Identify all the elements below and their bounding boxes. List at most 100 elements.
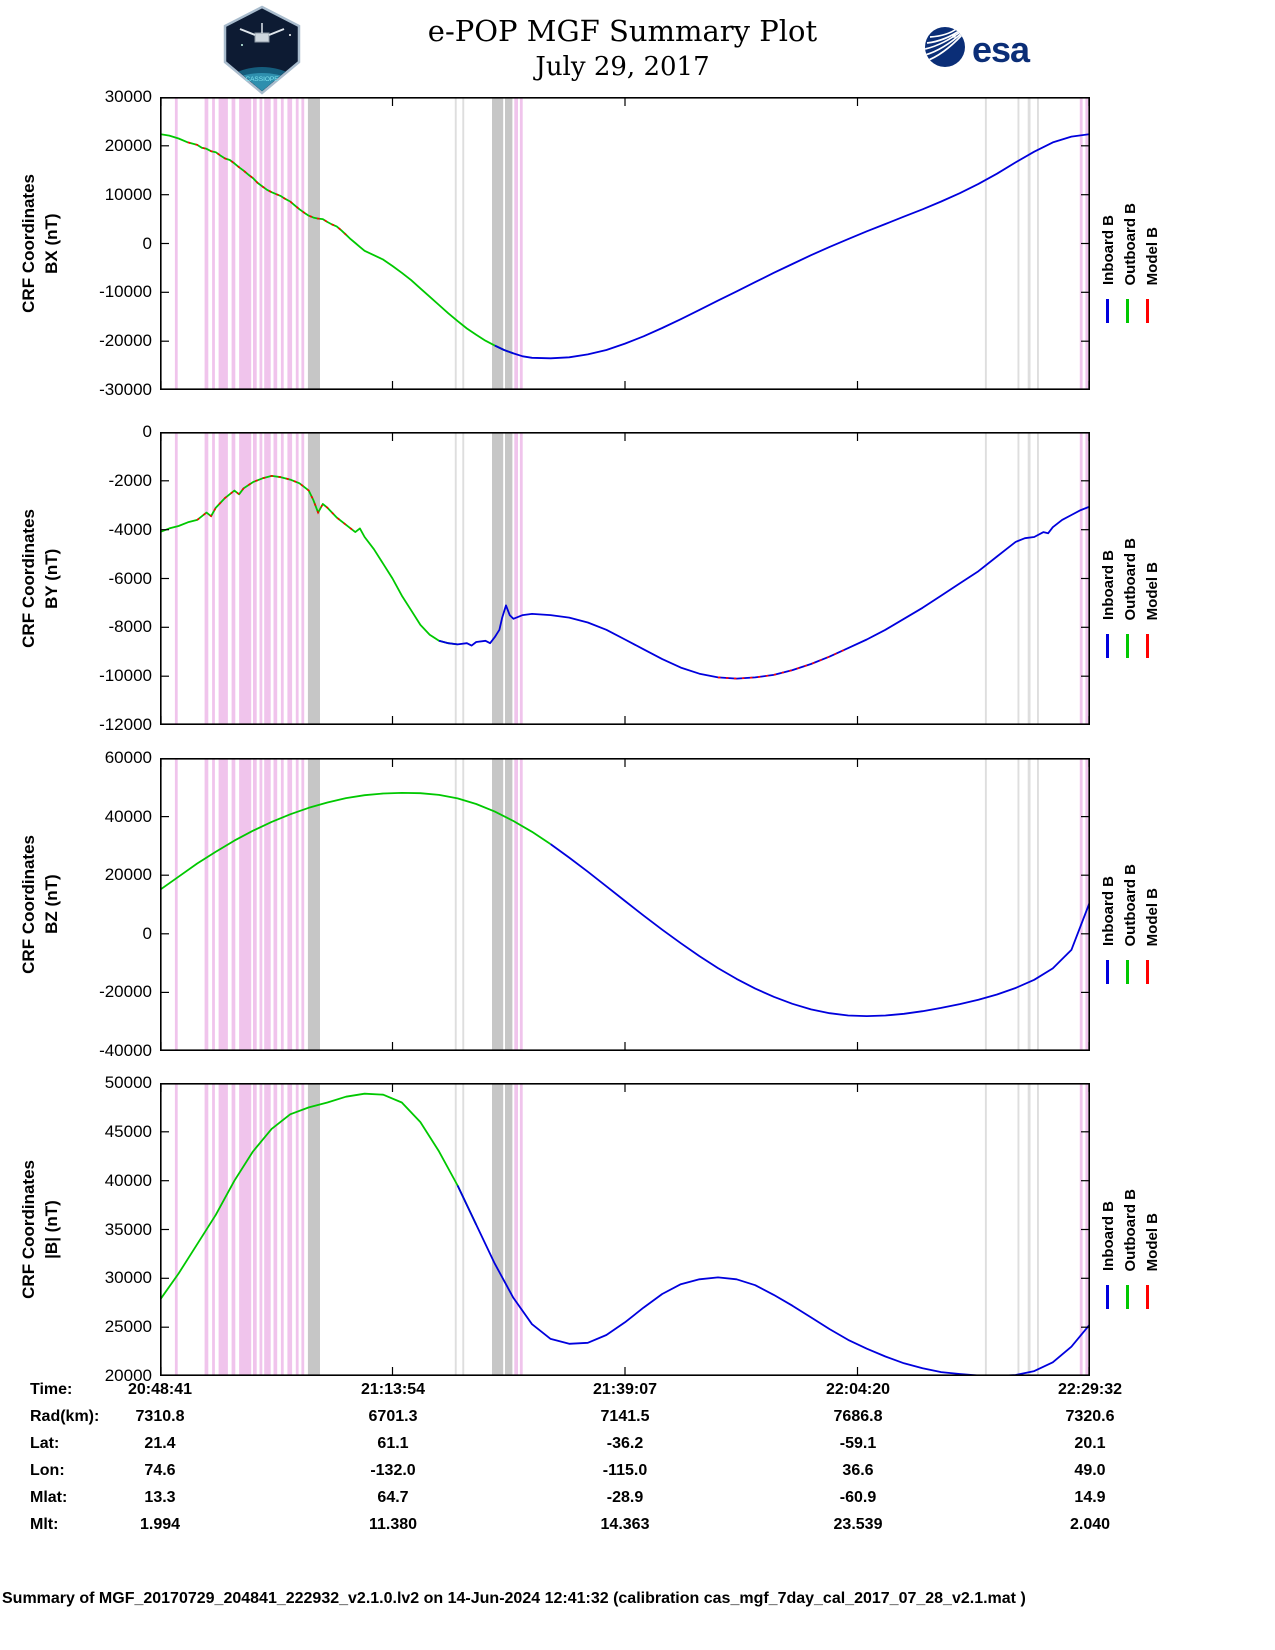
y-tick-label: 10000 — [104, 184, 152, 204]
y-tick-label: 40000 — [104, 806, 152, 826]
legend-model-label: Model B — [1144, 1212, 1161, 1271]
y-tick-label: -30000 — [99, 380, 152, 399]
table-row: Mlat: 13.3 64.7 -28.9 -60.9 14.9 — [0, 1489, 1275, 1516]
y-tick-labels-bx: 30000 20000 10000 0 -10000 -20000 -30000 — [40, 87, 152, 399]
table-value: 7686.8 — [833, 1408, 883, 1425]
y-tick-label: 60000 — [104, 748, 152, 767]
table-value: 22:04:20 — [825, 1381, 891, 1398]
panel-bmag: CRF Coordinates |B| (nT) 50000 45000 40000 3… — [0, 1073, 1275, 1385]
ephemeris-table: Time: 20:48:41 21:13:54 21:39:07 22:04:20 22:… — [0, 1381, 1275, 1543]
chart-subtitle: July 29, 2017 — [535, 52, 710, 82]
plot-area-bz — [160, 758, 1090, 1051]
table-value: 74.6 — [144, 1462, 176, 1479]
satellite-icon — [239, 23, 285, 43]
legend-model-label: Model B — [1144, 887, 1161, 946]
legend-outboard-mark — [1126, 1285, 1129, 1309]
plot-area-by — [160, 432, 1090, 725]
table-value: 20:48:41 — [127, 1381, 193, 1398]
y-tick-label: 45000 — [104, 1121, 152, 1141]
legend-model-mark — [1146, 1285, 1149, 1309]
table-value: -132.0 — [370, 1462, 416, 1479]
table-value: 14.9 — [1074, 1489, 1106, 1506]
mission-logo-text: CASSIOPE — [245, 76, 279, 83]
table-row-label: Mlt: — [30, 1516, 59, 1533]
table-value: 11.380 — [368, 1516, 418, 1533]
y-tick-labels-bz: 60000 40000 20000 0 -20000 -40000 — [40, 748, 152, 1060]
legend-outboard-mark — [1126, 634, 1129, 658]
legend-outboard-label: Outboard B — [1122, 1188, 1139, 1272]
legend-inboard-label: Inboard B — [1100, 1201, 1117, 1271]
table-value: -36.2 — [606, 1435, 644, 1452]
table-row: Lon: 74.6 -132.0 -115.0 36.6 49.0 — [0, 1462, 1275, 1489]
table-value: -115.0 — [602, 1462, 648, 1479]
panel-bx: CRF Coordinates BX (nT) 30000 20000 10000 0-… — [0, 87, 1275, 399]
table-value: 20.1 — [1074, 1435, 1106, 1452]
table-value: -60.9 — [839, 1489, 877, 1506]
table-row: Rad(km): 7310.8 6701.3 7141.5 7686.8 7320.6 — [0, 1408, 1275, 1435]
y-tick-label: 35000 — [104, 1219, 152, 1239]
table-value: -28.9 — [606, 1489, 644, 1506]
table-value: 49.0 — [1074, 1462, 1106, 1479]
y-tick-label: 20000 — [104, 135, 152, 155]
y-tick-label: -10000 — [99, 666, 152, 686]
legend-inboard-mark — [1106, 1285, 1109, 1309]
legend-outboard-mark — [1126, 960, 1129, 984]
table-value: 23.539 — [833, 1516, 883, 1533]
summary-footer: Summary of MGF_20170729_204841_222932_v2… — [2, 1590, 1026, 1607]
table-value: 64.7 — [377, 1489, 409, 1506]
table-row-label: Rad(km): — [30, 1408, 100, 1425]
y-tick-label: -2000 — [108, 470, 152, 490]
table-row-label: Mlat: — [30, 1489, 68, 1506]
esa-logo-text: esa — [972, 29, 1031, 70]
table-value: 1.994 — [139, 1516, 181, 1533]
legend-model-mark — [1146, 960, 1149, 984]
y-tick-label: -20000 — [99, 331, 152, 351]
table-value: 7320.6 — [1065, 1408, 1115, 1425]
legend-inboard-label: Inboard B — [1100, 876, 1117, 946]
table-row-label: Lat: — [30, 1435, 60, 1452]
y-tick-label: 20000 — [104, 865, 152, 885]
y-tick-label: 50000 — [104, 1073, 152, 1092]
table-value: 21:13:54 — [360, 1381, 426, 1398]
legend-model-mark — [1146, 634, 1149, 658]
legend-model-label: Model B — [1144, 226, 1161, 285]
table-row: Time: 20:48:41 21:13:54 21:39:07 22:04:20 22:… — [0, 1381, 1275, 1408]
y-tick-label: -12000 — [99, 715, 152, 734]
panel-bz: CRF Coordinates BZ (nT) 60000 40000 20000 0-… — [0, 748, 1275, 1060]
y-tick-label: -20000 — [99, 982, 152, 1002]
y-tick-label: -40000 — [99, 1041, 152, 1060]
legend-bmag: Inboard B Outboard B Model B — [1100, 1083, 1174, 1376]
legend-model-label: Model B — [1144, 561, 1161, 620]
legend-bz: Inboard B Outboard B Model B — [1100, 758, 1174, 1051]
y-tick-labels-by: 0 -2000 -4000 -6000 -8000 -10000 -12000 — [40, 422, 152, 734]
table-value: 21:39:07 — [592, 1381, 658, 1398]
panel-by: CRF Coordinates BY (nT) 0 -2000 -4000 -6000-… — [0, 422, 1275, 734]
y-tick-labels-bmag: 50000 45000 40000 35000 30000 25000 20000 — [40, 1073, 152, 1385]
table-value: 13.3 — [144, 1489, 176, 1506]
chart-title: e-POP MGF Summary Plot — [427, 14, 818, 48]
legend-inboard-label: Inboard B — [1100, 550, 1117, 620]
table-row-label: Time: — [30, 1381, 73, 1398]
y-tick-label: 0 — [142, 923, 152, 943]
legend-by: Inboard B Outboard B Model B — [1100, 432, 1174, 725]
legend-inboard-label: Inboard B — [1100, 215, 1117, 285]
legend-outboard-mark — [1126, 299, 1129, 323]
y-tick-label: -6000 — [108, 568, 152, 588]
y-tick-label: -4000 — [108, 519, 152, 539]
table-value: 7141.5 — [600, 1408, 650, 1425]
y-tick-label: 0 — [142, 233, 152, 253]
y-tick-label: -8000 — [108, 617, 152, 637]
plot-area-bmag — [160, 1083, 1090, 1376]
table-value: 22:29:32 — [1057, 1381, 1123, 1398]
table-value: 2.040 — [1069, 1516, 1111, 1533]
y-tick-label: 0 — [142, 422, 152, 441]
table-value: -59.1 — [839, 1435, 877, 1452]
plot-area-bx — [160, 97, 1090, 390]
legend-bx: Inboard B Outboard B Model B — [1100, 97, 1174, 390]
table-value: 36.6 — [842, 1462, 874, 1479]
legend-model-mark — [1146, 299, 1149, 323]
cassiope-mission-logo: CASSIOPE — [223, 5, 301, 95]
table-value: 6701.3 — [368, 1408, 418, 1425]
y-tick-label: 30000 — [104, 1268, 152, 1288]
